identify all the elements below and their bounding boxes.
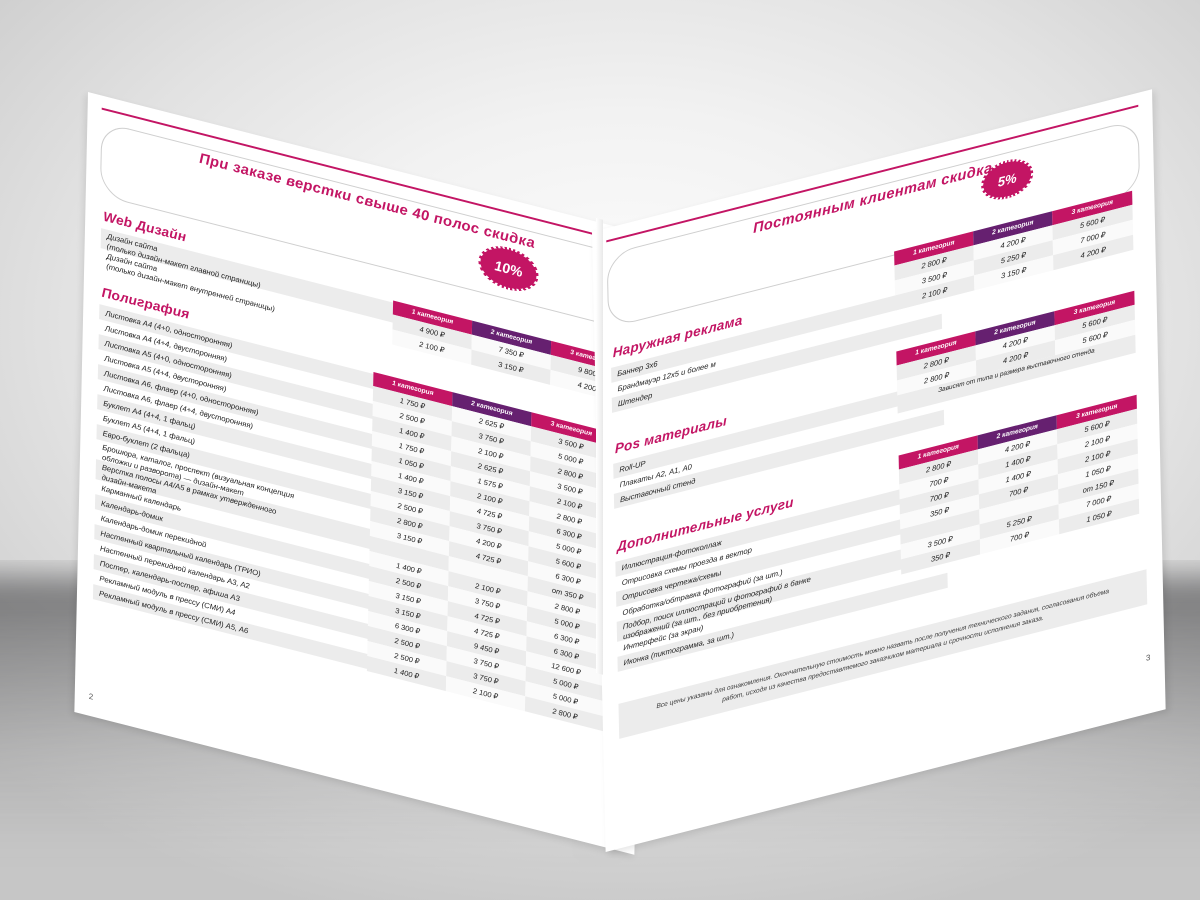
- list-item: Плакаты А2, А1, А0: [619, 461, 692, 490]
- spine-edge: [596, 218, 603, 675]
- table-polygraphy-prices: 1 категория 2 категория 3 категория 1 75…: [366, 371, 612, 732]
- page-number-right: 3: [1145, 652, 1151, 663]
- page-number-left: 2: [88, 691, 94, 702]
